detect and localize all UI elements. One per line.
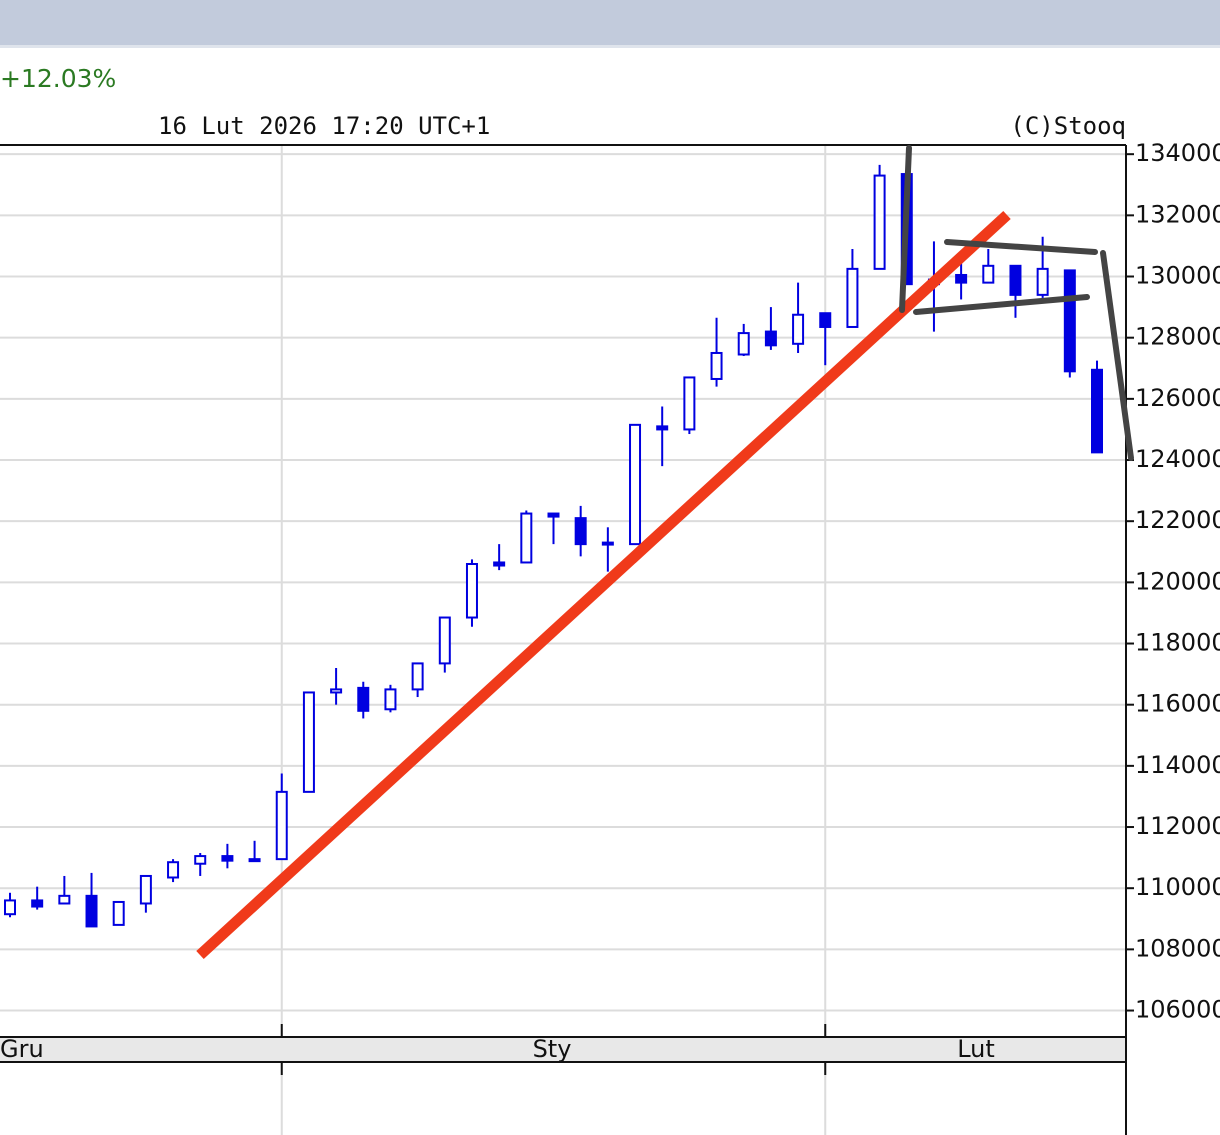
y-tick-label: 106000 [1135,996,1220,1024]
candle-body [411,662,424,691]
y-tick-label: 118000 [1135,629,1220,657]
candle-body [520,512,533,564]
candle-body [1036,267,1049,296]
y-tick-label: 116000 [1135,690,1220,718]
candle-body [275,790,288,861]
candle-body [629,423,642,546]
candle-body [438,616,451,665]
y-tick-label: 110000 [1135,873,1220,901]
candle-body [85,894,98,928]
candle-body [656,425,669,431]
candle-body [112,900,125,926]
candle-body [955,273,968,284]
y-tick-label: 124000 [1135,445,1220,473]
y-tick-label: 126000 [1135,384,1220,412]
candle-body [302,691,315,793]
candle-body [846,267,859,328]
top-bar [0,0,1220,45]
candle-body [248,858,261,863]
candle-body [139,874,152,905]
candle-body [982,264,995,284]
x-tick-label: Sty [533,1035,572,1063]
y-tick-label: 114000 [1135,751,1220,779]
candle-body [737,332,750,356]
candle-body [330,688,343,694]
x-axis-band [0,1037,1126,1062]
y-tick-label: 128000 [1135,323,1220,351]
candle-body [547,512,560,518]
y-tick-label: 134000 [1135,139,1220,167]
y-tick-label: 122000 [1135,506,1220,534]
candle-body [4,899,16,916]
y-tick-label: 112000 [1135,812,1220,840]
x-tick-label: Lut [957,1035,995,1063]
candle-body [384,688,397,711]
candle-body [31,899,44,908]
y-tick-label: 130000 [1135,262,1220,290]
y-tick-label: 108000 [1135,934,1220,962]
candle-body [357,686,370,712]
candle-body [601,541,614,546]
drawn-line [1100,250,1134,461]
candle-body [167,861,180,879]
trend-line [196,210,1011,960]
y-tick-label: 132000 [1135,200,1220,228]
candle-body [710,351,723,380]
candle-body [1009,264,1022,296]
x-tick-label: Gru [0,1035,44,1063]
candle-body [58,894,71,905]
candle-body [574,517,587,546]
candle-body [819,312,832,328]
y-tick-label: 120000 [1135,567,1220,595]
candle-body [493,561,506,567]
timestamp: 16 Lut 2026 17:20 UTC+1 [158,112,490,140]
candle-body [1063,269,1076,373]
change: +12.03% [0,64,116,93]
candle-body [221,855,234,862]
candle-body [194,855,207,865]
source: (C)Stooq [1010,112,1126,140]
candle-body [465,563,478,619]
drawn-line [913,294,1090,315]
drawn-line [944,239,1098,255]
drawn-line [899,145,912,313]
candle-body [1091,368,1103,454]
grid [0,145,1134,1135]
top-bar-edge [0,45,1220,48]
candle-body [764,330,777,347]
candle-body [683,376,696,431]
candle-body [792,313,805,345]
candle-body [873,174,886,270]
annotations [196,145,1134,960]
labels: 106000 108000 110000 112000 114000 116000 1180… [0,139,1220,1075]
